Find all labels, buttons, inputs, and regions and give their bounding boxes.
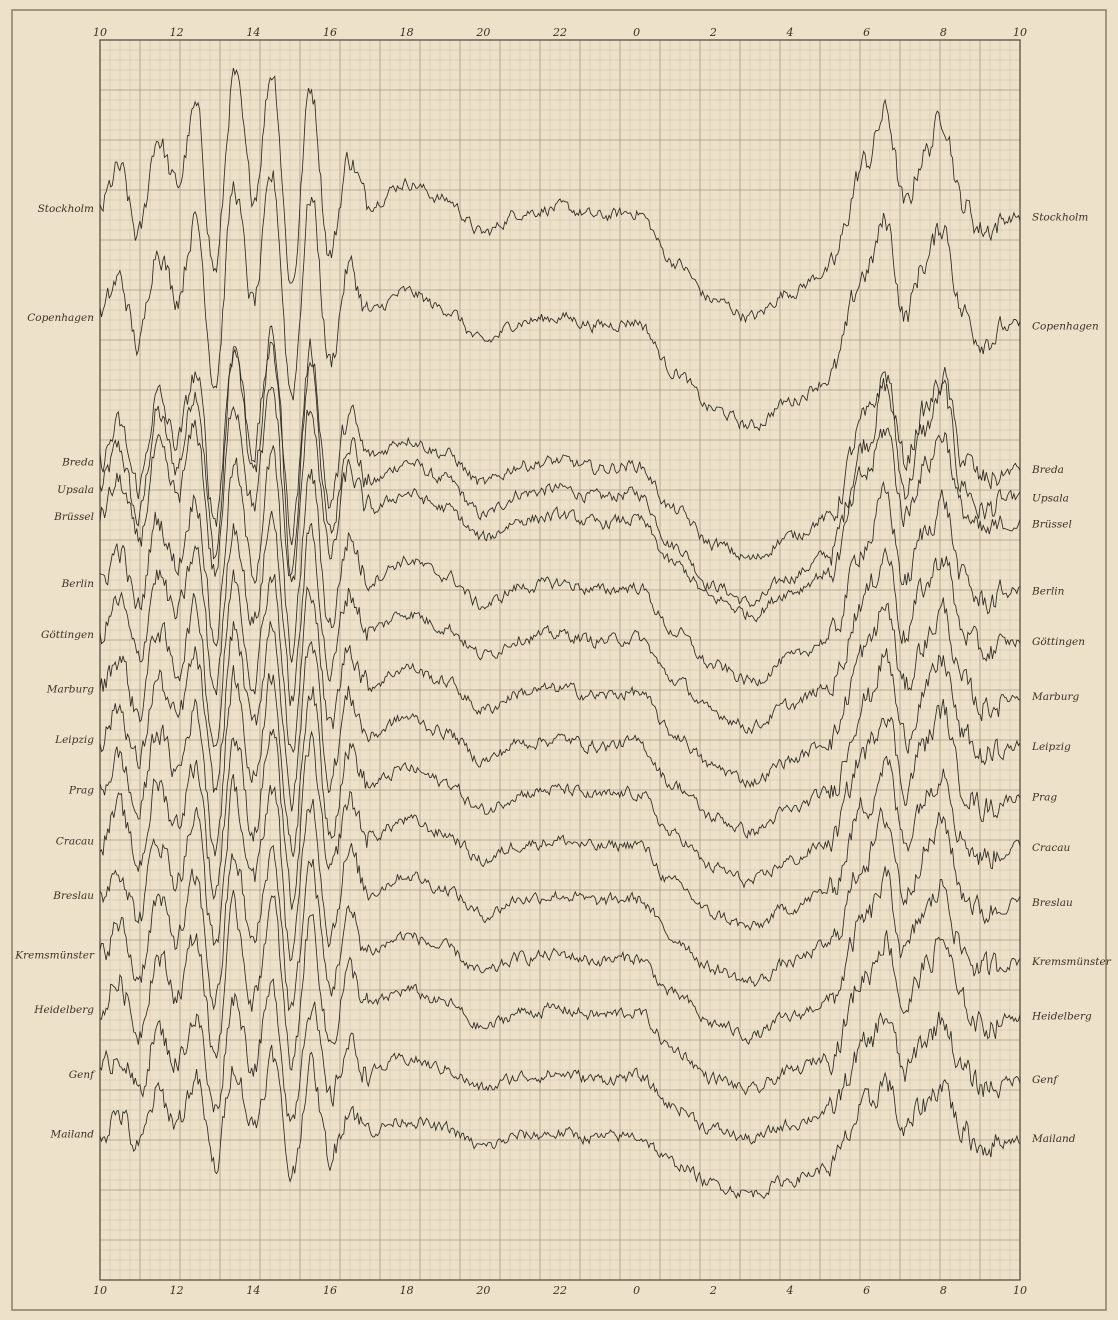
x-tick-label-top: 2 — [709, 26, 717, 39]
station-label-left: Genf — [69, 1069, 96, 1081]
x-tick-label-bottom: 12 — [170, 1284, 184, 1297]
trace-cracau — [99, 728, 1021, 931]
x-tick-label-top: 22 — [552, 26, 567, 39]
x-axis-top: 10 12 14 16 18 20 22 0 2 4 6 8 10 — [93, 26, 1027, 39]
x-tick-label-top: 8 — [940, 26, 947, 39]
x-tick-label-top: 10 — [1013, 26, 1027, 39]
station-label-right: Leipzig — [1031, 741, 1071, 753]
station-label-left: Breslau — [52, 890, 94, 902]
station-label-right: Mailand — [1031, 1133, 1076, 1145]
x-tick-label-top: 4 — [786, 26, 794, 39]
station-label-right: Breda — [1031, 464, 1064, 476]
station-label-right: Stockholm — [1032, 211, 1088, 223]
x-tick-label-bottom: 22 — [552, 1284, 567, 1297]
trace-genf — [99, 977, 1021, 1145]
x-tick-label-top: 0 — [633, 26, 640, 39]
station-label-right: Upsala — [1032, 493, 1069, 505]
x-tick-label-top: 12 — [170, 26, 184, 39]
station-label-right: Copenhagen — [1032, 321, 1099, 333]
station-label-right: Heidelberg — [1031, 1010, 1092, 1022]
station-label-left: Prag — [68, 784, 94, 796]
outer-border — [11, 9, 1107, 1311]
trace-heidelberg — [99, 890, 1021, 1096]
station-label-right: Cracau — [1032, 842, 1070, 854]
x-tick-label-bottom: 4 — [786, 1284, 794, 1297]
x-tick-label-bottom: 16 — [323, 1284, 337, 1297]
trace-copenhagen — [99, 170, 1021, 432]
station-label-left: Cracau — [56, 836, 94, 848]
x-tick-label-bottom: 8 — [940, 1284, 947, 1297]
station-label-right: Genf — [1032, 1074, 1059, 1086]
x-tick-label-bottom: 6 — [863, 1284, 870, 1297]
station-label-left: Kremsmünster — [14, 950, 95, 962]
trace-stockholm — [99, 67, 1021, 324]
x-tick-label-bottom: 0 — [633, 1284, 640, 1297]
x-tick-label-bottom: 14 — [246, 1284, 260, 1297]
trace-leipzig — [99, 621, 1021, 839]
station-label-left: Leipzig — [54, 734, 94, 746]
trace-upsala — [99, 341, 1021, 608]
station-label-left: Göttingen — [41, 629, 94, 641]
trace-brssel — [99, 386, 1021, 623]
trace-kremsmnster — [99, 844, 1021, 1045]
station-label-right: Marburg — [1031, 691, 1080, 703]
station-label-right: Breslau — [1031, 897, 1073, 909]
trace-mailand — [99, 1044, 1021, 1200]
trace-breda — [99, 325, 1021, 562]
station-label-right: Berlin — [1031, 586, 1065, 598]
trace-berlin — [99, 445, 1021, 687]
x-tick-label-top: 20 — [475, 26, 490, 39]
station-label-left: Berlin — [61, 578, 95, 590]
station-label-right: Brüssel — [1031, 518, 1072, 530]
station-label-left: Breda — [61, 456, 94, 468]
station-label-right: Kremsmünster — [1031, 956, 1112, 968]
trace-marburg — [99, 569, 1021, 789]
station-label-left: Mailand — [50, 1128, 95, 1140]
station-traces — [99, 67, 1021, 1200]
x-tick-label-top: 16 — [323, 26, 337, 39]
x-tick-label-top: 10 — [93, 26, 107, 39]
station-label-left: Upsala — [57, 484, 94, 496]
x-tick-label-bottom: 20 — [475, 1284, 490, 1297]
x-tick-label-bottom: 2 — [709, 1284, 717, 1297]
station-label-right: Prag — [1031, 792, 1057, 804]
station-label-left: Stockholm — [38, 203, 94, 215]
x-tick-label-bottom: 18 — [400, 1284, 414, 1297]
station-label-right: Göttingen — [1032, 636, 1085, 648]
x-tick-label-top: 18 — [400, 26, 414, 39]
station-label-left: Marburg — [46, 684, 95, 696]
x-axis-bottom: 10 12 14 16 18 20 22 0 2 4 6 8 10 — [93, 1284, 1027, 1297]
x-tick-label-top: 14 — [246, 26, 260, 39]
x-tick-label-top: 6 — [863, 26, 870, 39]
station-labels-left: Upsala Stockholm Copenhagen Breda Brüssel Ber… — [14, 203, 96, 1140]
plot-frame — [99, 39, 1021, 1281]
trace-breslau — [99, 773, 1021, 988]
station-label-left: Heidelberg — [33, 1004, 94, 1016]
station-labels-right: Upsala Stockholm Copenhagen Breda Brüssel Ber… — [1031, 211, 1112, 1145]
x-tick-label-bottom: 10 — [1013, 1284, 1027, 1297]
x-tick-label-bottom: 10 — [93, 1284, 107, 1297]
station-label-left: Brüssel — [53, 511, 94, 523]
trace-gttingen — [99, 510, 1021, 735]
station-label-left: Copenhagen — [27, 312, 94, 324]
trace-prag — [99, 665, 1021, 889]
